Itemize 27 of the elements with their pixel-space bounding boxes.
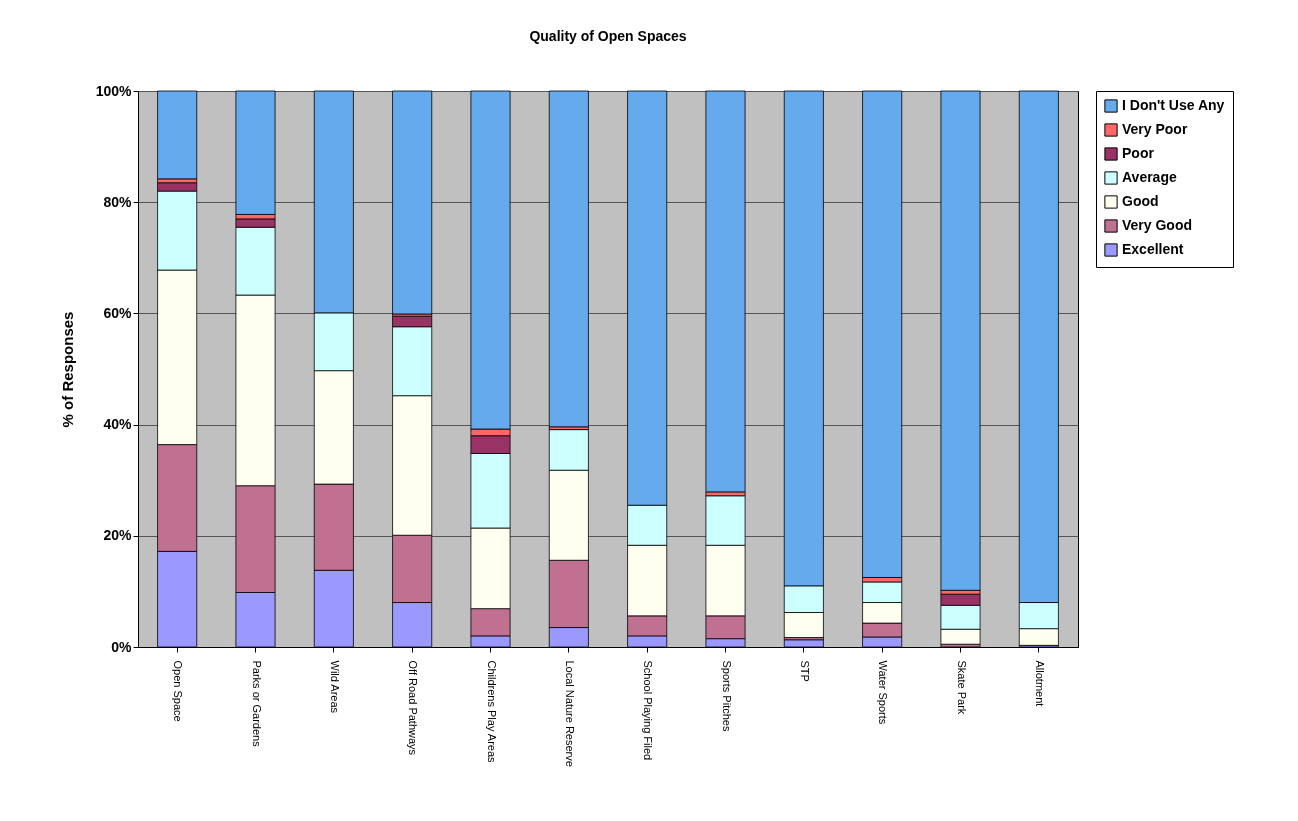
x-tick-label: Water Sports	[877, 660, 890, 725]
y-tick-label: 60%	[103, 304, 133, 321]
y-tick-label: 20%	[103, 527, 133, 544]
legend-label: Good	[1122, 193, 1159, 209]
y-tick-label: 80%	[103, 193, 133, 210]
x-tick-label: Local Nature Reserve	[563, 660, 576, 767]
legend-label: I Don't Use Any	[1122, 97, 1225, 113]
x-tick-label: Allotment	[1033, 660, 1046, 707]
y-tick-label: 100%	[95, 82, 133, 99]
x-tick-label: Off Road Pathways	[407, 660, 420, 756]
y-axis-title: % of Responses	[58, 311, 76, 428]
legend-label: Average	[1122, 169, 1177, 185]
y-tick-label: 40%	[103, 416, 133, 433]
legend-label: Very Good	[1122, 217, 1193, 233]
x-tick-label: Wild Areas	[328, 660, 341, 714]
x-tick-label: Childrens Play Areas	[485, 660, 498, 764]
x-tick-label: School Playing Filed	[642, 660, 655, 761]
legend-label: Very Poor	[1122, 121, 1188, 137]
x-tick-label: Sports Pitches	[720, 660, 733, 732]
x-tick-label: STP	[798, 660, 811, 682]
legend-label: Excellent	[1122, 241, 1184, 257]
chart-title: Quality of Open Spaces	[529, 28, 687, 44]
y-tick-label: 0%	[111, 638, 133, 655]
x-tick-label: Open Space	[172, 660, 185, 722]
x-tick-label: Skate Park	[955, 660, 968, 715]
x-tick-label: Parks or Gardens	[250, 660, 263, 748]
legend-label: Poor	[1122, 145, 1155, 161]
